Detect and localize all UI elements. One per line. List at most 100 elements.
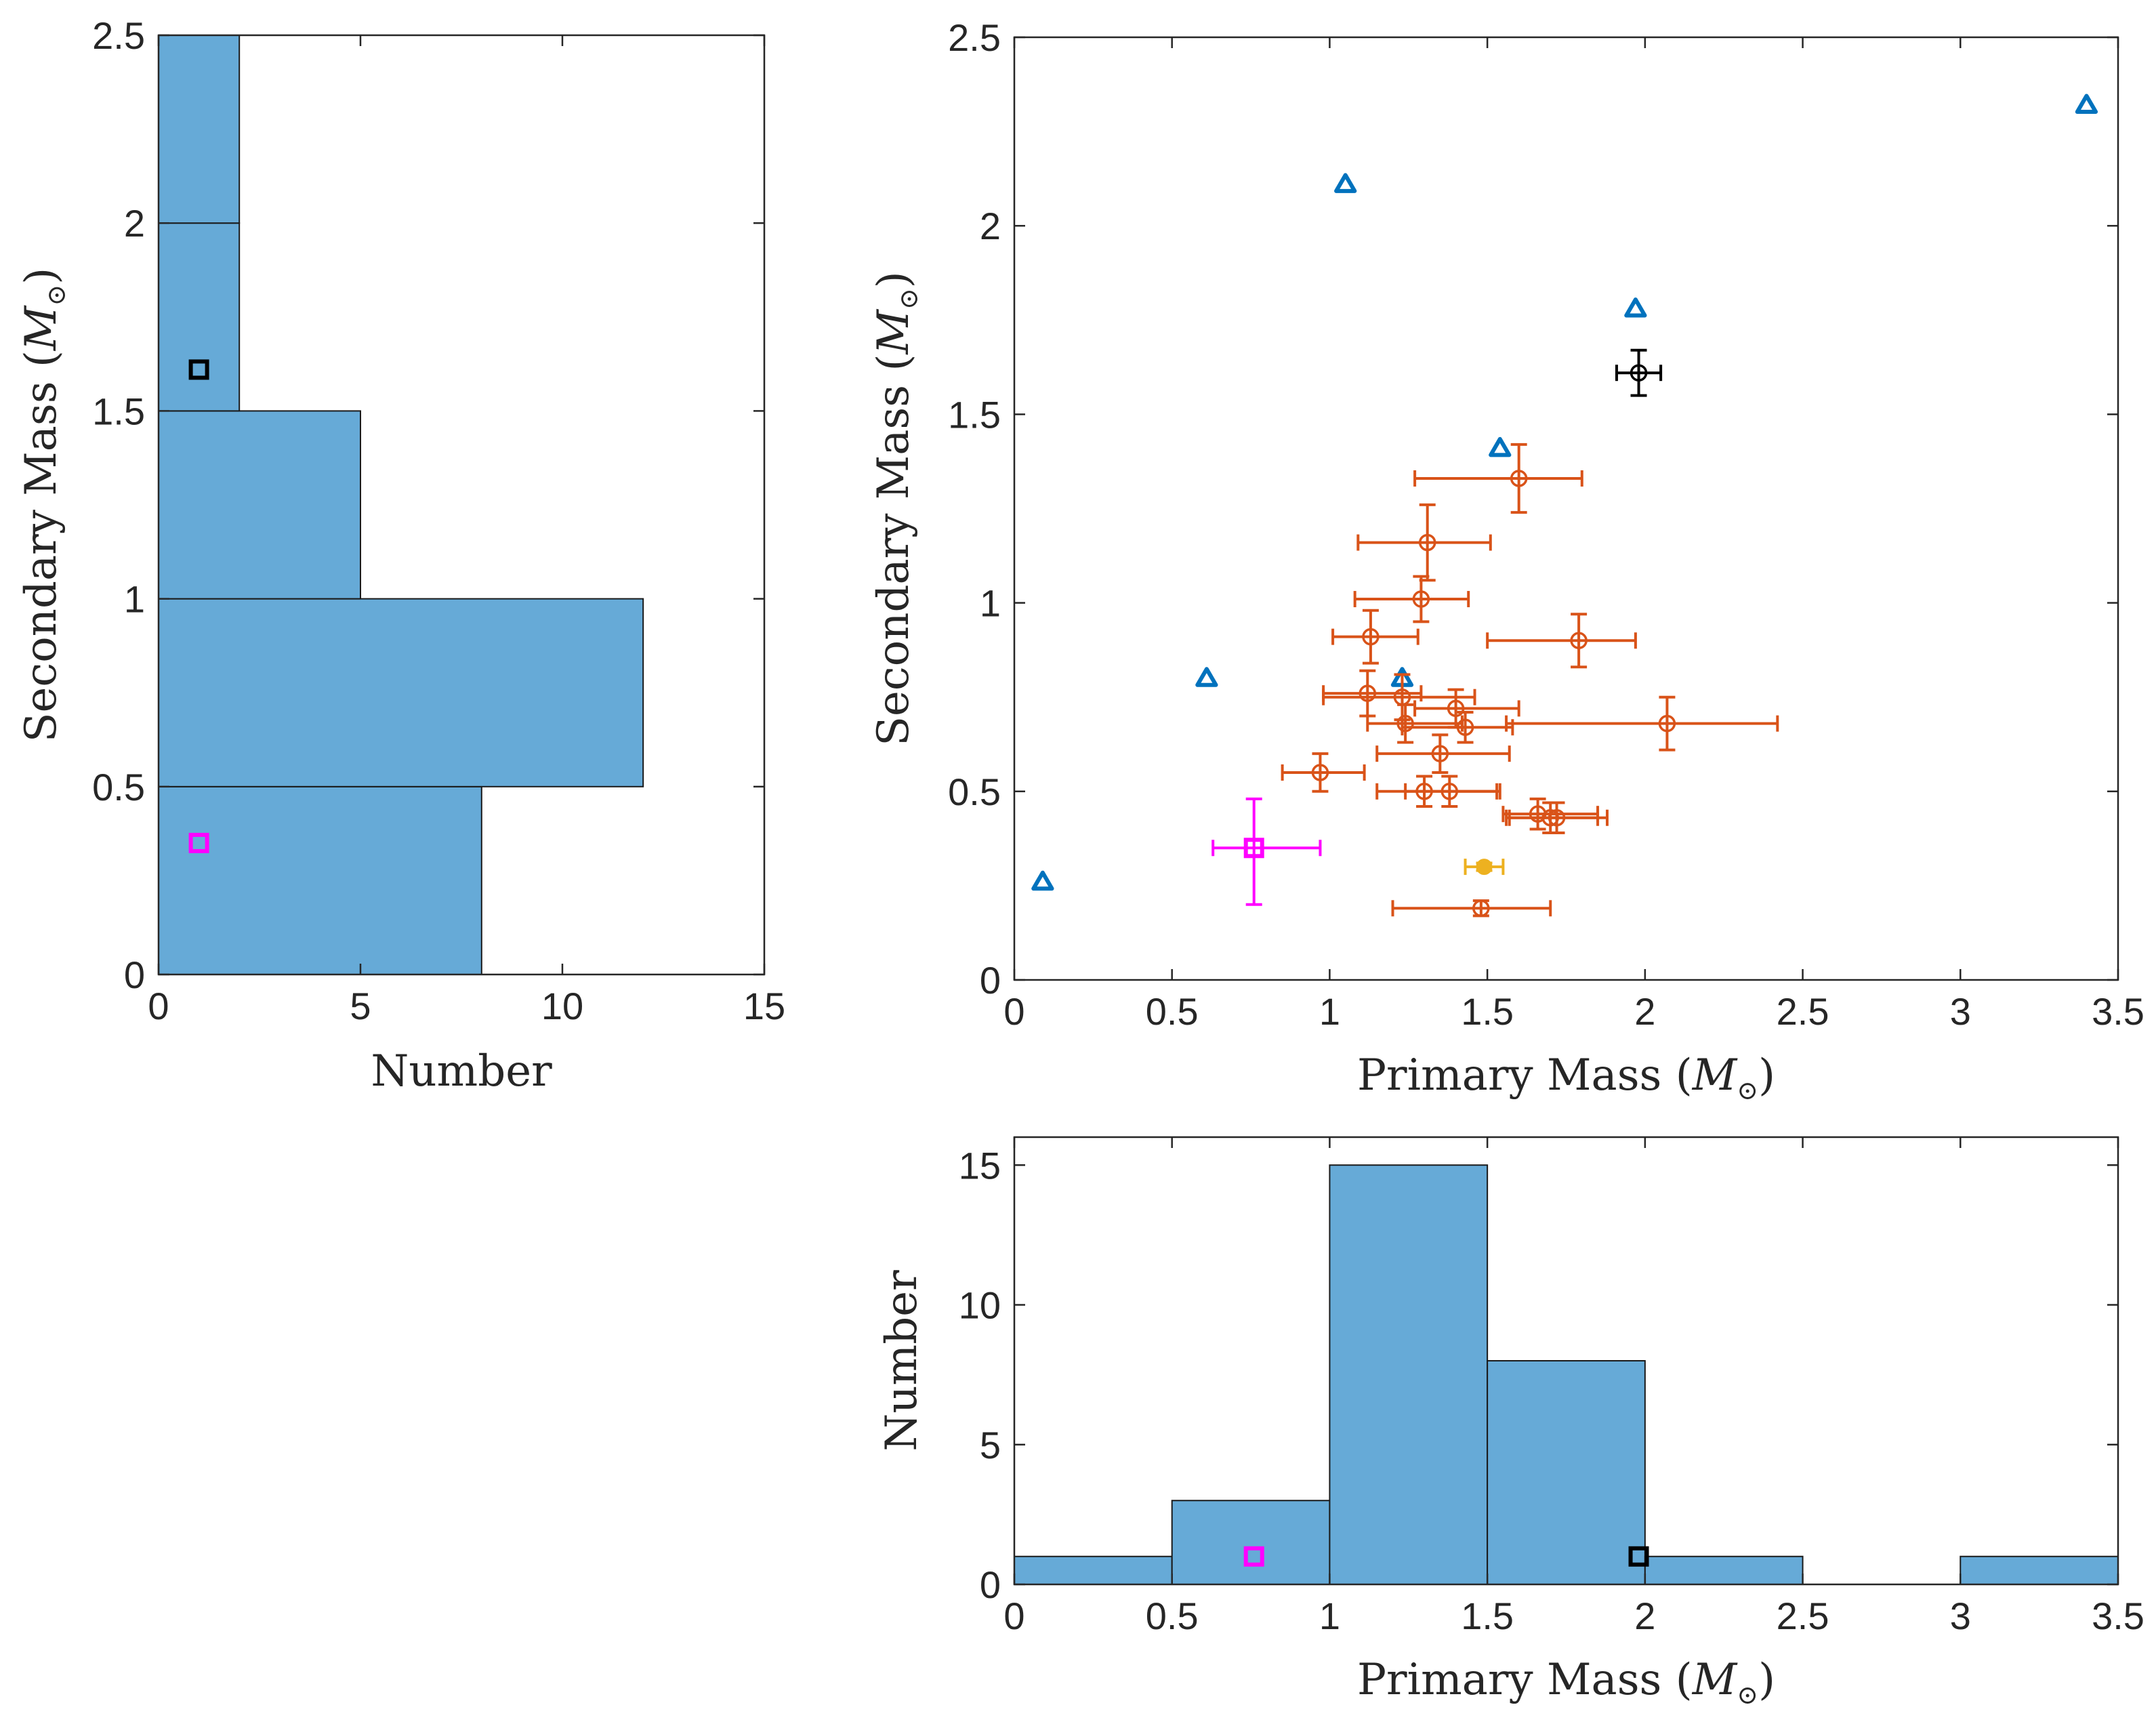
primary-hist-x-label-text: Primary Mass ( xyxy=(1357,1655,1693,1705)
secondary-hist-y-tick-label: 2.5 xyxy=(92,14,145,57)
scatter-x-label: Primary Mass (M⊙) xyxy=(1357,1050,1775,1105)
orange-point xyxy=(1456,718,1474,736)
orange-point xyxy=(1311,764,1329,781)
scatter-x-tick-label: 1 xyxy=(1319,990,1340,1033)
orange-point xyxy=(1570,632,1588,649)
orange-point xyxy=(1359,684,1377,702)
scatter-y-tick-label: 2.5 xyxy=(948,16,1001,59)
primary-hist-x-tick-label: 3 xyxy=(1950,1595,1971,1637)
black-marker xyxy=(1628,1546,1649,1567)
histogram-bar xyxy=(158,410,361,600)
scatter-y-unit: M xyxy=(869,309,919,355)
primary-hist-x-tick-label: 0 xyxy=(1003,1595,1024,1637)
scatter-x-tick-label: 0.5 xyxy=(1146,990,1199,1033)
secondary-hist-y-tick-label: 0.5 xyxy=(92,766,145,808)
magenta-marker xyxy=(1243,1546,1264,1567)
primary-hist-axes-frame xyxy=(1013,1136,2119,1586)
secondary-mass-histogram: 0 5 10 15 0 0.5 1 1.5 2 2.5 Number Secondary Mass (… xyxy=(16,14,785,1096)
black-point xyxy=(1630,364,1648,382)
primary-hist-y-tick-label: 0 xyxy=(980,1563,1001,1606)
orange-point xyxy=(1472,899,1490,918)
secondary-hist-y-unit-subscript: ⊙ xyxy=(41,285,71,306)
histogram-bar xyxy=(1014,1555,1173,1585)
scatter-x-unit: M xyxy=(1692,1050,1738,1101)
orange-point xyxy=(1431,745,1449,762)
yellow-point xyxy=(1476,859,1493,876)
primary-hist-y-tick-label: 10 xyxy=(959,1284,1001,1327)
scatter-x-tick-label: 3.5 xyxy=(2092,990,2144,1033)
secondary-hist-x-tick-label: 5 xyxy=(350,985,371,1027)
histogram-bar xyxy=(158,598,644,787)
orange-point xyxy=(1393,688,1411,706)
orange-point xyxy=(1658,714,1676,733)
scatter-x-label-text: Primary Mass ( xyxy=(1357,1050,1693,1101)
primary-hist-x-unit-subscript: ⊙ xyxy=(1737,1680,1758,1710)
orange-point xyxy=(1418,533,1436,552)
primary-mass-histogram: 0 0.5 1 1.5 2 2.5 3 3.5 0 5 10 15 Primary Mass (M⊙) N… xyxy=(877,1136,2144,1710)
primary-hist-x-unit: M xyxy=(1692,1655,1738,1705)
magenta-marker xyxy=(188,832,209,853)
primary-hist-x-tick-label: 1 xyxy=(1319,1595,1340,1637)
orange-point xyxy=(1362,628,1380,646)
triangle-point xyxy=(1334,173,1357,193)
secondary-hist-y-tick-label: 0 xyxy=(124,953,145,996)
secondary-hist-x-tick-label: 15 xyxy=(743,985,785,1027)
histogram-bar xyxy=(1171,1500,1331,1585)
histogram-bar xyxy=(1644,1555,1804,1585)
primary-hist-x-tick-label: 1.5 xyxy=(1461,1595,1514,1637)
scatter-y-label-close: ) xyxy=(869,271,919,288)
secondary-hist-y-tick-label: 1.5 xyxy=(92,390,145,432)
scatter-y-label: Secondary Mass (M⊙) xyxy=(869,271,924,746)
orange-point xyxy=(1412,590,1430,608)
scatter-x-tick-label: 2 xyxy=(1634,990,1655,1033)
primary-hist-x-tick-label: 0.5 xyxy=(1146,1595,1199,1637)
magenta-point xyxy=(1243,838,1264,859)
secondary-hist-y-label-close: ) xyxy=(16,268,66,285)
scatter-axes-frame xyxy=(1013,36,2119,981)
scatter-y-tick-label: 0 xyxy=(980,959,1001,1002)
primary-hist-y-tick-label: 5 xyxy=(980,1424,1001,1466)
triangle-point xyxy=(1195,667,1218,687)
histogram-bar xyxy=(158,222,241,412)
black-marker xyxy=(188,359,209,380)
triangle-point xyxy=(1031,870,1054,891)
secondary-hist-y-label-text: Secondary Mass ( xyxy=(16,350,66,742)
histogram-bar xyxy=(1487,1360,1646,1585)
primary-hist-y-label: Number xyxy=(877,1270,927,1452)
secondary-hist-y-unit: M xyxy=(16,305,66,351)
scatter-x-tick-label: 0 xyxy=(1003,990,1024,1033)
triangle-point xyxy=(1624,297,1647,318)
orange-point xyxy=(1440,783,1459,800)
histogram-bar xyxy=(158,35,241,224)
secondary-hist-y-label: Secondary Mass (M⊙) xyxy=(16,268,71,743)
primary-hist-x-tick-label: 2.5 xyxy=(1777,1595,1829,1637)
scatter-y-tick-label: 2 xyxy=(980,205,1001,247)
scatter-y-tick-label: 1 xyxy=(980,582,1001,625)
primary-hist-y-tick-label: 15 xyxy=(959,1144,1001,1187)
scatter-x-tick-label: 1.5 xyxy=(1461,990,1514,1033)
scatter-y-label-text: Secondary Mass ( xyxy=(869,354,919,746)
secondary-hist-x-tick-label: 0 xyxy=(148,985,169,1027)
secondary-hist-x-tick-label: 10 xyxy=(541,985,583,1027)
scatter-x-label-close: ) xyxy=(1758,1050,1775,1101)
primary-hist-x-tick-label: 3.5 xyxy=(2092,1595,2144,1637)
scatter-y-tick-label: 0.5 xyxy=(948,771,1001,813)
primary-hist-x-label-close: ) xyxy=(1758,1655,1775,1705)
secondary-hist-axes-frame xyxy=(157,34,766,976)
histogram-bar xyxy=(158,785,482,976)
secondary-hist-x-label: Number xyxy=(371,1046,552,1096)
orange-point xyxy=(1447,699,1465,718)
triangle-point xyxy=(2075,94,2098,115)
secondary-hist-y-tick-label: 1 xyxy=(124,578,145,621)
orange-point xyxy=(1396,714,1414,733)
scatter-x-tick-label: 3 xyxy=(1950,990,1971,1033)
scatter-y-tick-label: 1.5 xyxy=(948,393,1001,436)
orange-point xyxy=(1510,470,1528,487)
primary-hist-x-label: Primary Mass (M⊙) xyxy=(1357,1655,1775,1710)
primary-hist-x-tick-label: 2 xyxy=(1634,1595,1655,1637)
secondary-hist-y-tick-label: 2 xyxy=(124,202,145,245)
orange-point xyxy=(1548,808,1566,827)
histogram-bar xyxy=(1960,1555,2119,1585)
scatter-y-unit-subscript: ⊙ xyxy=(894,288,924,310)
